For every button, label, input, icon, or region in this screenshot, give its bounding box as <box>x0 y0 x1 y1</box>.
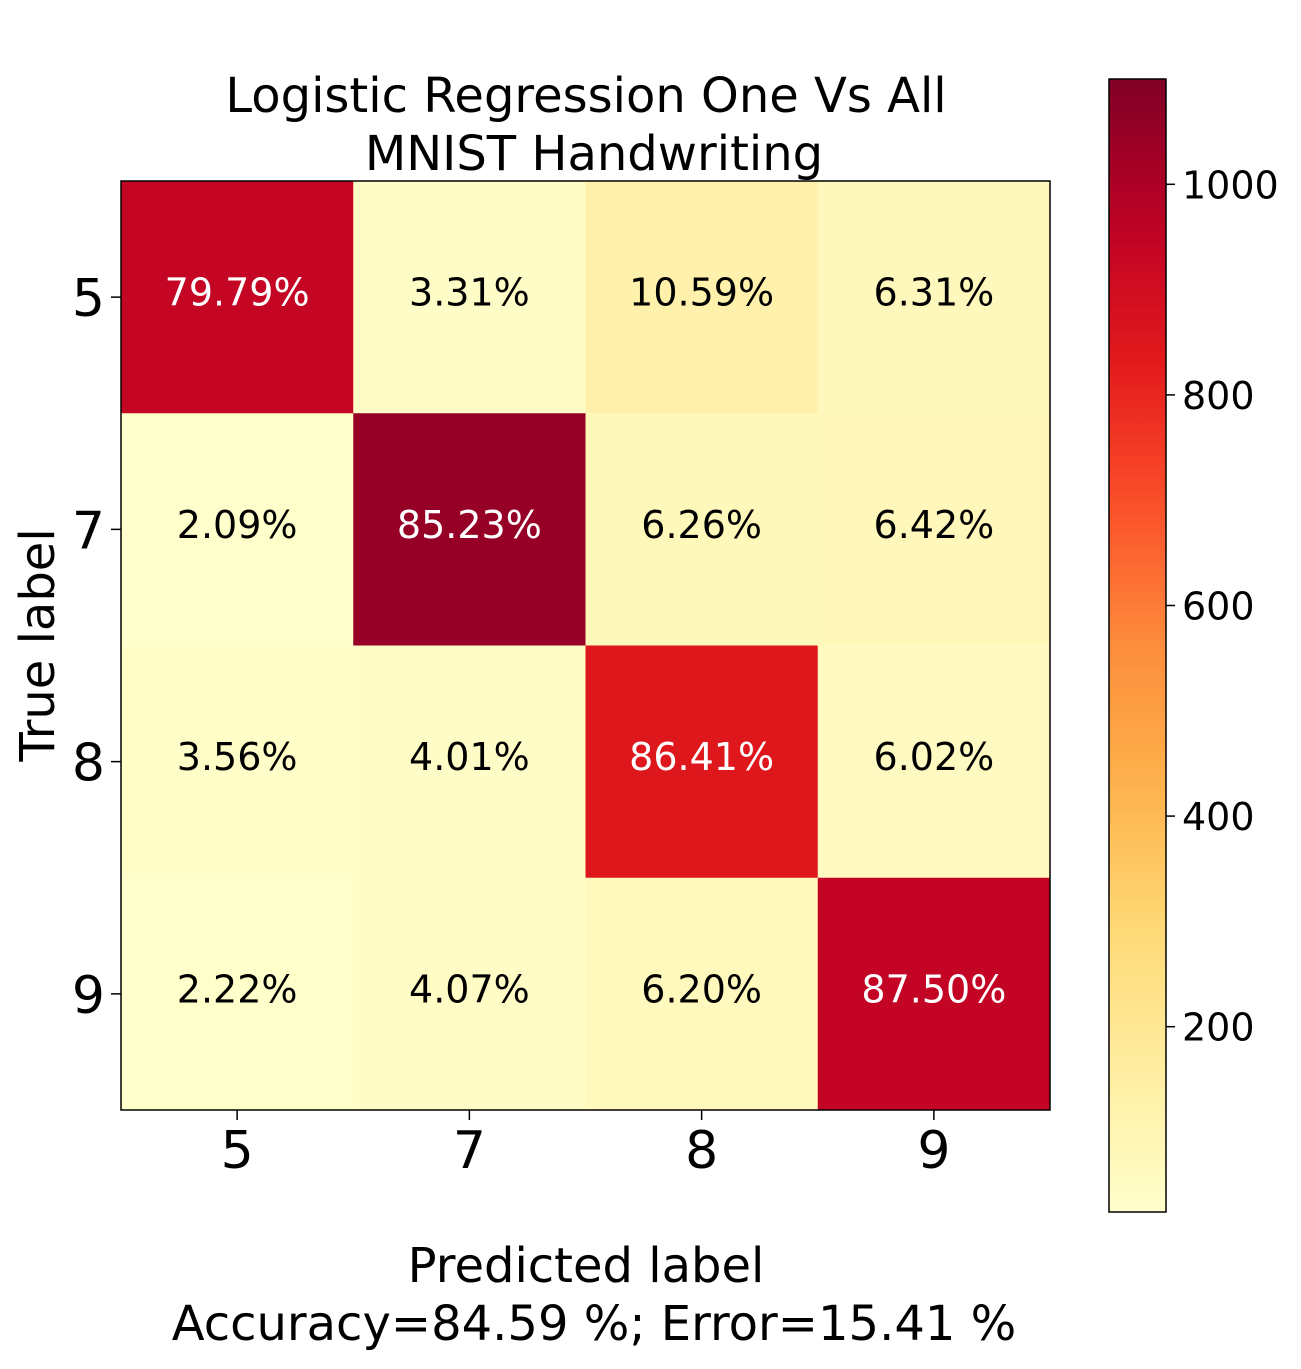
colorbar-tick-label: 400 <box>1182 795 1255 839</box>
heatmap-cell-labels: 79.79% 3.31% 10.59% 6.31% 2.09% 85.23% 6.26% 6.… <box>165 271 1007 1012</box>
heatmap-cell-label: 6.02% <box>874 735 995 779</box>
heatmap-cell <box>585 413 819 646</box>
colorbar-tick-label: 600 <box>1182 584 1255 628</box>
heatmap-cell-label: 6.26% <box>641 503 762 547</box>
x-tick-label: 7 <box>453 1121 486 1181</box>
heatmap-cell <box>353 877 586 1111</box>
y-tick-label: 8 <box>72 734 105 794</box>
heatmap-cell <box>585 645 819 879</box>
colorbar-frame <box>1108 78 1167 1213</box>
chart-title-line-2: MNIST Handwriting <box>365 126 823 182</box>
heatmap-cell-label: 6.20% <box>641 967 762 1011</box>
heatmap-cell <box>817 413 1051 646</box>
heatmap-cell-label: 87.50% <box>861 967 1006 1011</box>
heatmap-cell <box>121 645 354 879</box>
heatmap-cell <box>121 413 354 646</box>
colorbar <box>1109 79 1166 1212</box>
heatmap-cell-label: 4.01% <box>409 735 530 779</box>
heatmap-cell <box>817 181 1051 414</box>
heatmap-cell-label: 79.79% <box>165 271 310 315</box>
heatmap-cell <box>353 645 586 879</box>
heatmap-cell <box>121 181 354 414</box>
heatmap-cell <box>817 877 1051 1111</box>
colorbar-tick-label: 800 <box>1182 374 1255 418</box>
heatmap-cell-label: 3.56% <box>177 735 298 779</box>
colorbar-ticks: 200 400 600 800 1000 <box>1166 163 1279 1050</box>
y-tick-label: 7 <box>72 501 105 561</box>
x-tick-label: 5 <box>221 1121 254 1181</box>
heatmap-cell <box>353 181 586 414</box>
x-tick-label: 9 <box>917 1121 950 1181</box>
heatmap-cell-label: 85.23% <box>397 503 542 547</box>
chart-title-line-1: Logistic Regression One Vs All <box>225 68 946 124</box>
heatmap-cell-label: 4.07% <box>409 967 530 1011</box>
heatmap-cell <box>585 181 819 414</box>
heatmap-cell-label: 6.42% <box>874 503 995 547</box>
heatmap-cell <box>353 413 586 646</box>
heatmap-cell-label: 86.41% <box>629 735 774 779</box>
heatmap-cell <box>585 877 819 1111</box>
heatmap-cells <box>121 181 1051 1111</box>
heatmap-cell-label: 10.59% <box>629 271 774 315</box>
heatmap-cell-label: 2.22% <box>177 967 298 1011</box>
heatmap-cell-label: 3.31% <box>409 271 530 315</box>
heatmap-cell <box>121 877 354 1111</box>
x-axis-accuracy-note: Accuracy=84.59 %; Error=15.41 % <box>172 1296 1017 1352</box>
heatmap-cell <box>817 645 1051 879</box>
colorbar-tick-label: 1000 <box>1182 163 1279 207</box>
y-axis-label: True label <box>10 528 66 762</box>
y-tick-label: 5 <box>72 269 105 329</box>
y-axis-ticks: 5 7 8 9 <box>72 269 121 1026</box>
heatmap-cell-label: 2.09% <box>177 503 298 547</box>
heatmap-cell-label: 6.31% <box>874 271 995 315</box>
colorbar-tick-label: 200 <box>1182 1006 1255 1050</box>
plot-frame <box>120 180 1051 1111</box>
x-tick-label: 8 <box>685 1121 718 1181</box>
x-axis-label: Predicted label <box>408 1238 765 1294</box>
y-tick-label: 9 <box>72 966 105 1026</box>
x-axis-ticks: 5 7 8 9 <box>221 1110 950 1181</box>
